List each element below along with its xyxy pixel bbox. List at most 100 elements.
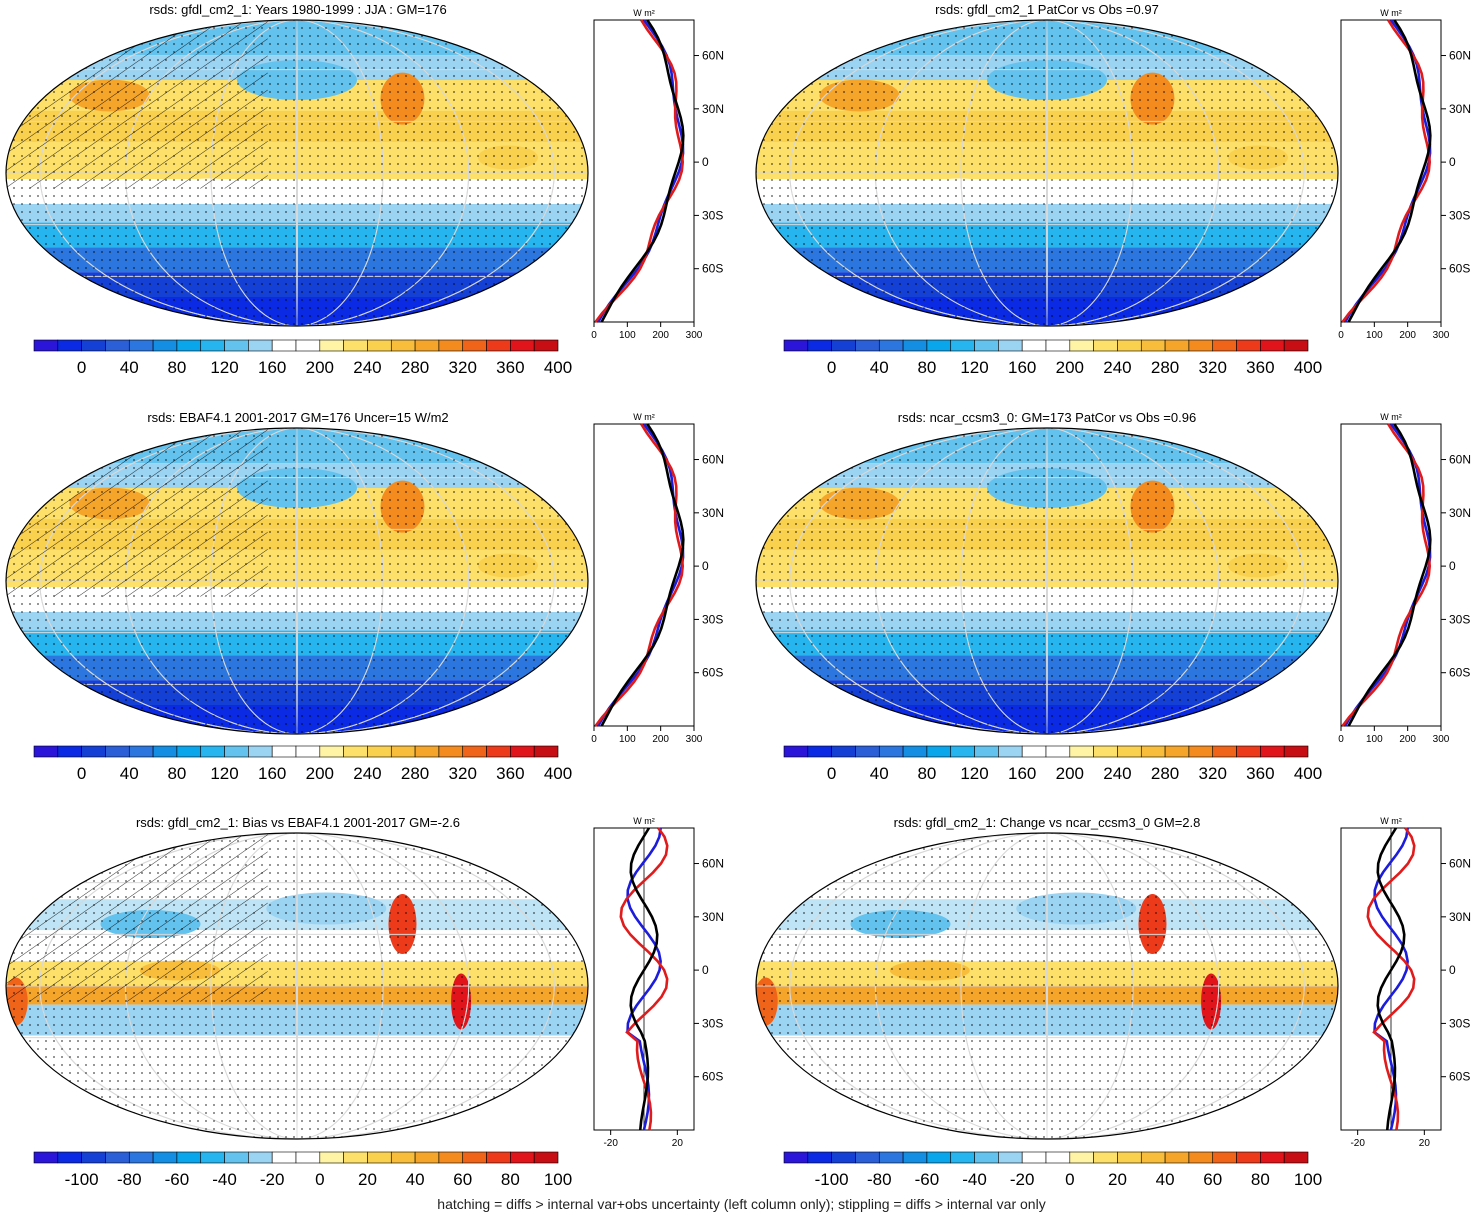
zonal-profile-model — [600, 19, 685, 323]
zonal-profile-obs — [594, 423, 685, 727]
colorbar-swatch — [462, 339, 487, 352]
colorbar-tick-label: 40 — [120, 358, 139, 377]
colorbar-swatch — [1140, 339, 1166, 352]
colorbar-swatch — [1045, 745, 1071, 758]
colorbar-swatch — [950, 339, 975, 352]
colorbar-tick-label: 360 — [496, 764, 524, 783]
colorbar-swatch — [295, 745, 321, 758]
map-outline — [755, 832, 1339, 1140]
colorbar-tick-label: 360 — [1246, 358, 1274, 377]
latitude-tick-label: 60S — [702, 262, 723, 276]
colorbar-swatch — [200, 339, 225, 352]
colorbar-swatch — [533, 745, 559, 758]
zonal-x-tick-label: 100 — [619, 734, 636, 745]
colorbar-tick-label: 80 — [917, 764, 936, 783]
colorbar-swatch — [1069, 1151, 1094, 1164]
colorbar-swatch — [878, 745, 904, 758]
colorbar-swatch — [57, 1151, 82, 1164]
colorbar-swatch — [486, 1151, 511, 1164]
colorbar-swatch — [105, 745, 130, 758]
colorbar-tick-label: 320 — [1199, 358, 1227, 377]
colorbar-swatch — [295, 1151, 321, 1164]
colorbar-tick-label: 0 — [315, 1170, 324, 1189]
colorbar-swatch — [200, 1151, 225, 1164]
colorbar-tick-label: 200 — [1056, 764, 1084, 783]
latitude-tick-label: 60N — [702, 857, 724, 871]
colorbar-tick-label: 40 — [1156, 1170, 1175, 1189]
colorbar-swatch — [855, 1151, 880, 1164]
colorbar-swatch — [57, 745, 82, 758]
colorbar-swatch — [319, 339, 344, 352]
map-panel-3 — [5, 427, 589, 735]
colorbar-swatch — [1212, 339, 1237, 352]
colorbar-3: 0 40 80 120 160 200 240 280 320 360 400 — [33, 745, 572, 783]
colorbar-swatch — [248, 1151, 273, 1164]
colorbar-swatch — [1236, 1151, 1261, 1164]
latitude-tick-label: 60N — [702, 49, 724, 63]
zonal-unit-label: W m² — [1380, 8, 1402, 18]
colorbar-tick-label: -80 — [117, 1170, 142, 1189]
colorbar-swatch — [807, 1151, 832, 1164]
colorbar-tick-label: 20 — [358, 1170, 377, 1189]
colorbar-swatch — [271, 1151, 297, 1164]
latitude-tick-label: 0 — [1449, 155, 1456, 169]
colorbar-swatch — [414, 339, 440, 352]
colorbar-tick-label: 60 — [1203, 1170, 1222, 1189]
map-panel-5 — [5, 832, 589, 1140]
latitude-tick-label: 30N — [1449, 506, 1471, 520]
map-panel-6 — [755, 832, 1339, 1140]
colorbar-tick-label: 120 — [960, 764, 988, 783]
zonal-x-tick-label: 20 — [672, 1138, 684, 1149]
colorbar-swatch — [831, 339, 856, 352]
zonal-mean-plot-5: W m² 60N 30N 0 30S 60S -20 20 — [593, 816, 724, 1149]
colorbar-swatch — [152, 1151, 178, 1164]
colorbar-tick-label: 360 — [496, 358, 524, 377]
zonal-x-tick-label: 300 — [686, 330, 703, 341]
zonal-x-tick-label: -20 — [603, 1138, 618, 1149]
colorbar-swatch — [295, 339, 321, 352]
colorbar-swatch — [926, 745, 952, 758]
colorbar-tick-label: 240 — [1103, 358, 1131, 377]
colorbar-swatch — [1260, 1151, 1285, 1164]
colorbar-tick-label: 400 — [1294, 358, 1322, 377]
zonal-profile-model — [600, 423, 685, 727]
zonal-mean-plot-1: W m² 60N 30N 0 30S 60S 0 100 200 300 — [591, 8, 724, 341]
colorbar-swatch — [533, 339, 559, 352]
zonal-x-tick-label: 200 — [652, 734, 669, 745]
colorbar-tick-label: 360 — [1246, 764, 1274, 783]
colorbar-tick-label: -20 — [260, 1170, 285, 1189]
colorbar-5: -100 -80 -60 -40 -20 0 20 40 60 80 100 — [33, 1151, 572, 1189]
colorbar-swatch — [390, 1151, 416, 1164]
latitude-tick-label: 0 — [1449, 559, 1456, 573]
colorbar-swatch — [855, 745, 880, 758]
zonal-profile-other — [1344, 19, 1432, 323]
colorbar-tick-label: 400 — [544, 764, 572, 783]
latitude-tick-label: 30S — [702, 1016, 723, 1030]
colorbar-swatch — [1117, 745, 1142, 758]
colorbar-tick-label: 40 — [406, 1170, 425, 1189]
colorbar-tick-label: 200 — [306, 764, 334, 783]
latitude-tick-label: 30N — [702, 102, 724, 116]
colorbar-swatch — [998, 1151, 1023, 1164]
zonal-profile-other — [597, 19, 685, 323]
latitude-tick-label: 30S — [1449, 1016, 1470, 1030]
zonal-profile-model — [629, 827, 659, 1131]
colorbar-swatch — [462, 1151, 487, 1164]
colorbar-tick-label: 120 — [960, 358, 988, 377]
colorbar-swatch — [128, 339, 154, 352]
colorbar-tick-label: 40 — [120, 764, 139, 783]
latitude-tick-label: 30N — [702, 910, 724, 924]
colorbar-tick-label: 200 — [306, 358, 334, 377]
colorbar-swatch — [998, 339, 1023, 352]
panel-title: rsds: EBAF4.1 2001-2017 GM=176 Uncer=15 … — [147, 410, 449, 425]
latitude-tick-label: 30S — [1449, 208, 1470, 222]
colorbar-swatch — [81, 1151, 106, 1164]
colorbar-swatch — [462, 745, 487, 758]
colorbar-tick-label: 280 — [1151, 764, 1179, 783]
latitude-tick-label: 30N — [1449, 102, 1471, 116]
latitude-tick-label: 60S — [1449, 666, 1470, 680]
colorbar-swatch — [1093, 745, 1118, 758]
latitude-tick-label: 30S — [1449, 612, 1470, 626]
colorbar-1: 0 40 80 120 160 200 240 280 320 360 400 — [33, 339, 572, 377]
colorbar-tick-label: 280 — [401, 764, 429, 783]
